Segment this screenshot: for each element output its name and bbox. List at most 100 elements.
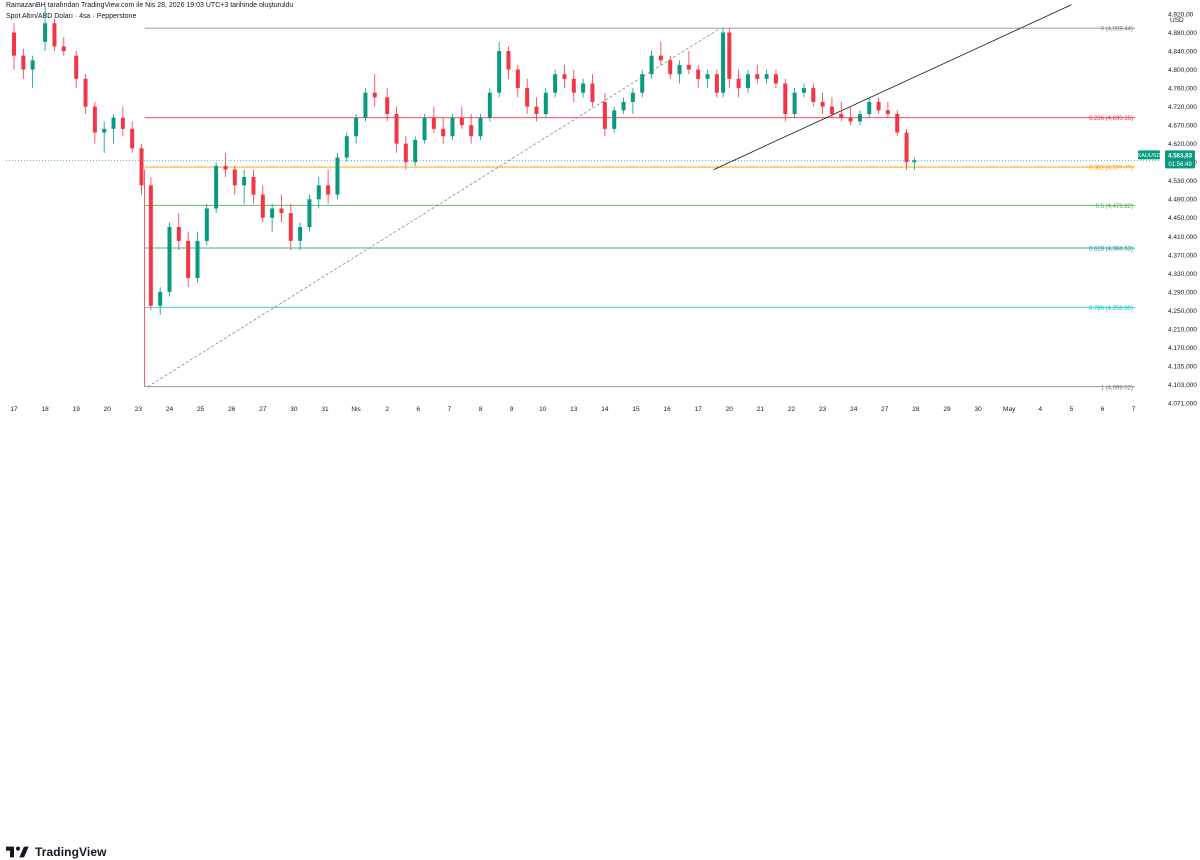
- candle: [270, 203, 275, 232]
- candle: [74, 51, 79, 89]
- candle: [783, 78, 788, 122]
- candle: [413, 136, 418, 166]
- trend-line[interactable]: [713, 4, 1072, 170]
- price-tick-label: 4.103,000: [1168, 382, 1197, 389]
- candle: [214, 162, 219, 214]
- fib-level-label: 0.5 (4,476.82): [1096, 204, 1133, 210]
- price-tick-label: 4.330,000: [1168, 271, 1197, 278]
- time-tick-label: 27: [881, 406, 889, 413]
- candle: [876, 97, 881, 115]
- candle: [736, 69, 741, 98]
- candle: [857, 110, 862, 126]
- time-tick-label: 31: [321, 406, 329, 413]
- time-tick-label: 9: [510, 406, 514, 413]
- candle: [422, 114, 427, 144]
- fib-level-label: 0 (4,889.44): [1101, 27, 1133, 33]
- candle: [92, 101, 97, 144]
- candle: [21, 48, 26, 79]
- candle: [612, 106, 617, 133]
- candle: [534, 97, 539, 122]
- candle: [195, 231, 200, 283]
- price-tick-label: 4.760,000: [1168, 86, 1197, 93]
- time-tick-label: 27: [259, 406, 267, 413]
- candle: [764, 69, 769, 84]
- candle: [686, 51, 691, 75]
- price-tick-label: 4.720,000: [1168, 104, 1197, 111]
- candle: [829, 97, 834, 118]
- candle: [602, 92, 607, 137]
- candle: [727, 27, 732, 89]
- candle: [12, 23, 16, 70]
- candle: [649, 51, 654, 79]
- tradingview-logo-icon: [6, 846, 29, 858]
- candle: [696, 64, 701, 89]
- candle: [811, 83, 816, 107]
- candle: [260, 185, 265, 223]
- time-tick-label: 24: [850, 406, 858, 413]
- time-tick-label: 20: [726, 406, 734, 413]
- candle: [223, 152, 228, 177]
- tradingview-logo[interactable]: TradingView: [6, 844, 107, 860]
- time-tick-label: 17: [10, 406, 18, 413]
- candle: [515, 64, 520, 98]
- candle: [139, 143, 144, 195]
- time-tick-label: 15: [632, 406, 640, 413]
- candle: [705, 69, 710, 89]
- candle: [895, 110, 900, 137]
- price-chart[interactable]: 0 (4,889.44) 0.236 (4,690.15) 0.382 (4,5??…: [0, 0, 1200, 420]
- time-tick-label: 8: [479, 406, 483, 413]
- price-tick-label: 4.450,000: [1168, 215, 1197, 222]
- candle: [43, 4, 48, 52]
- symbol-legend[interactable]: Spot Altın/ABD Doları · 4sa · Pepperston…: [6, 13, 137, 20]
- candle: [668, 55, 673, 79]
- trend-lines[interactable]: [147, 4, 1072, 388]
- candle: [176, 213, 181, 251]
- time-tick-label: 2: [385, 406, 389, 413]
- candlestick-series: [12, 4, 917, 315]
- price-tick-label: 4.250,000: [1168, 308, 1197, 315]
- candle: [571, 69, 576, 102]
- fib-level-label: 0.382 (4,5??.??): [1089, 166, 1133, 172]
- time-axis[interactable]: 17 18 19 20 23 24 25 26 27 30 31 Nis 2 6 7 8 9 10 13 14 15 16…: [10, 406, 1135, 413]
- time-tick-label: 30: [290, 406, 298, 413]
- candle: [801, 83, 806, 98]
- chart-attribution: RamazanBH tarafından TradingView.com ile…: [6, 2, 294, 9]
- price-tick-label: 4.670,000: [1168, 123, 1197, 130]
- price-tick-label: 4.840,000: [1168, 49, 1197, 56]
- fib-level-label: 0.618 (4,384.63): [1089, 247, 1133, 253]
- time-tick-label: 19: [73, 406, 81, 413]
- candle: [186, 231, 191, 288]
- time-tick-label: 5: [1070, 406, 1074, 413]
- fibonacci-retracement[interactable]: 0 (4,889.44) 0.236 (4,690.15) 0.382 (4,5??…: [144, 27, 1135, 392]
- price-tick-label: 4.880,000: [1168, 30, 1197, 37]
- candle: [403, 136, 408, 170]
- candle: [677, 60, 682, 84]
- price-tick-label: 4.135,000: [1168, 363, 1197, 370]
- currency-label: USD: [1170, 17, 1184, 24]
- candle: [288, 203, 293, 251]
- candle: [839, 101, 844, 122]
- candle: [621, 97, 626, 115]
- candle: [885, 101, 890, 118]
- candle: [497, 41, 502, 98]
- candle: [61, 37, 66, 56]
- fib-anchor-line[interactable]: [147, 28, 721, 388]
- candle: [344, 132, 349, 163]
- time-tick-label: 23: [135, 406, 143, 413]
- candle: [326, 169, 331, 204]
- candle: [525, 78, 530, 115]
- candle: [450, 114, 455, 140]
- candle: [204, 203, 209, 246]
- time-tick-label: 30: [974, 406, 982, 413]
- time-tick-label: 13: [570, 406, 578, 413]
- price-tick-label: 4.071,000: [1168, 400, 1197, 407]
- price-tick-label: 4.490,000: [1168, 197, 1197, 204]
- candle: [120, 106, 125, 137]
- price-tick-label: 4.800,000: [1168, 67, 1197, 74]
- time-tick-label: May: [1003, 406, 1016, 413]
- candle: [307, 194, 312, 232]
- candle: [867, 97, 872, 118]
- candle: [279, 194, 284, 223]
- price-tick-label: 4.620,000: [1168, 141, 1197, 148]
